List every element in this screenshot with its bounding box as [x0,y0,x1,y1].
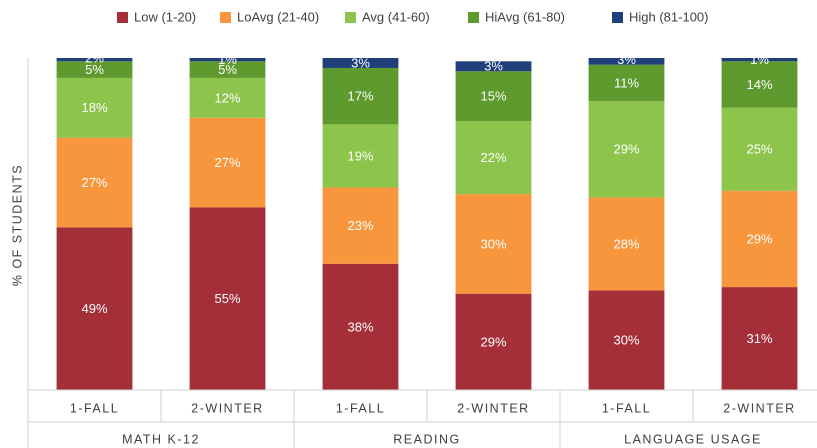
plot-area: 49%27%18%5%2%55%27%12%5%1%38%23%19%17%3%… [56,50,798,390]
data-label: 1% [218,52,237,67]
bar-segment [455,194,532,294]
data-label: 12% [214,90,240,105]
bar-segment [588,64,665,102]
bar-segment [56,61,133,78]
bar-segment [588,290,665,390]
bar-segment [588,197,665,291]
bar-segment [56,77,133,138]
data-label: 23% [347,218,373,233]
legend-swatch [117,12,128,23]
legend-swatch [612,12,623,23]
data-label: 25% [746,142,772,157]
x-tick-label: 2-WINTER [457,401,529,415]
data-label: 29% [613,142,639,157]
data-label: 3% [617,52,636,67]
x-tick-label: 1-FALL [602,401,651,415]
data-label: 1% [750,52,769,67]
data-label: 22% [480,150,506,165]
bar-segment [322,67,399,125]
bar-segment [455,121,532,195]
data-label: 18% [81,100,107,115]
bar-segment [721,287,798,390]
legend-swatch [345,12,356,23]
bar-segment [721,190,798,288]
data-label: 19% [347,148,373,163]
data-label: 29% [480,334,506,349]
data-label: 3% [484,59,503,74]
group-label: MATH K-12 [122,432,200,446]
bar-segment [721,58,798,62]
data-label: 17% [347,89,373,104]
data-label: 29% [746,231,772,246]
group-label: READING [393,432,460,446]
legend-label: Low (1-20) [134,9,196,24]
data-label: 49% [81,301,107,316]
x-tick-label: 2-WINTER [191,401,263,415]
bar-segment [588,58,665,65]
legend-label: LoAvg (21-40) [237,9,319,24]
group-label: LANGUAGE USAGE [624,432,762,446]
bar-segment [56,58,133,62]
data-label: 3% [351,55,370,70]
data-label: 15% [480,89,506,104]
bar-segment [56,227,133,390]
bar-segment [56,137,133,228]
bar-segment [322,263,399,390]
bar-segment [455,71,532,122]
bar-segment [189,61,266,78]
legend-swatch [220,12,231,23]
x-tick-label: 1-FALL [70,401,119,415]
bar-segment [721,107,798,191]
bar-segment [322,124,399,188]
bar-segment [322,58,399,68]
data-label: 27% [81,175,107,190]
legend-label: High (81-100) [629,9,709,24]
legend-label: Avg (41-60) [362,9,430,24]
bar-segment [189,58,266,62]
legend-swatch [468,12,479,23]
data-label: 5% [85,62,104,77]
data-label: 31% [746,331,772,346]
bar-segment [455,61,532,72]
bar-segment [588,101,665,198]
x-tick-label: 2-WINTER [723,401,795,415]
bar-segment [455,293,532,390]
data-label: 27% [214,155,240,170]
bar-segment [189,207,266,390]
data-label: 2% [85,50,104,65]
data-label: 28% [613,236,639,251]
data-label: 55% [214,291,240,306]
data-label: 14% [746,77,772,92]
bar-segment [189,77,266,118]
data-label: 30% [613,333,639,348]
legend-label: HiAvg (61-80) [485,9,565,24]
data-label: 38% [347,319,373,334]
bar-segment [189,117,266,208]
x-tick-label: 1-FALL [336,401,385,415]
data-label: 30% [480,236,506,251]
y-axis-label: % OF STUDENTS [10,164,24,286]
data-label: 11% [614,75,639,90]
data-label: 5% [218,62,237,77]
bar-segment [322,187,399,264]
bar-segment [721,61,798,108]
